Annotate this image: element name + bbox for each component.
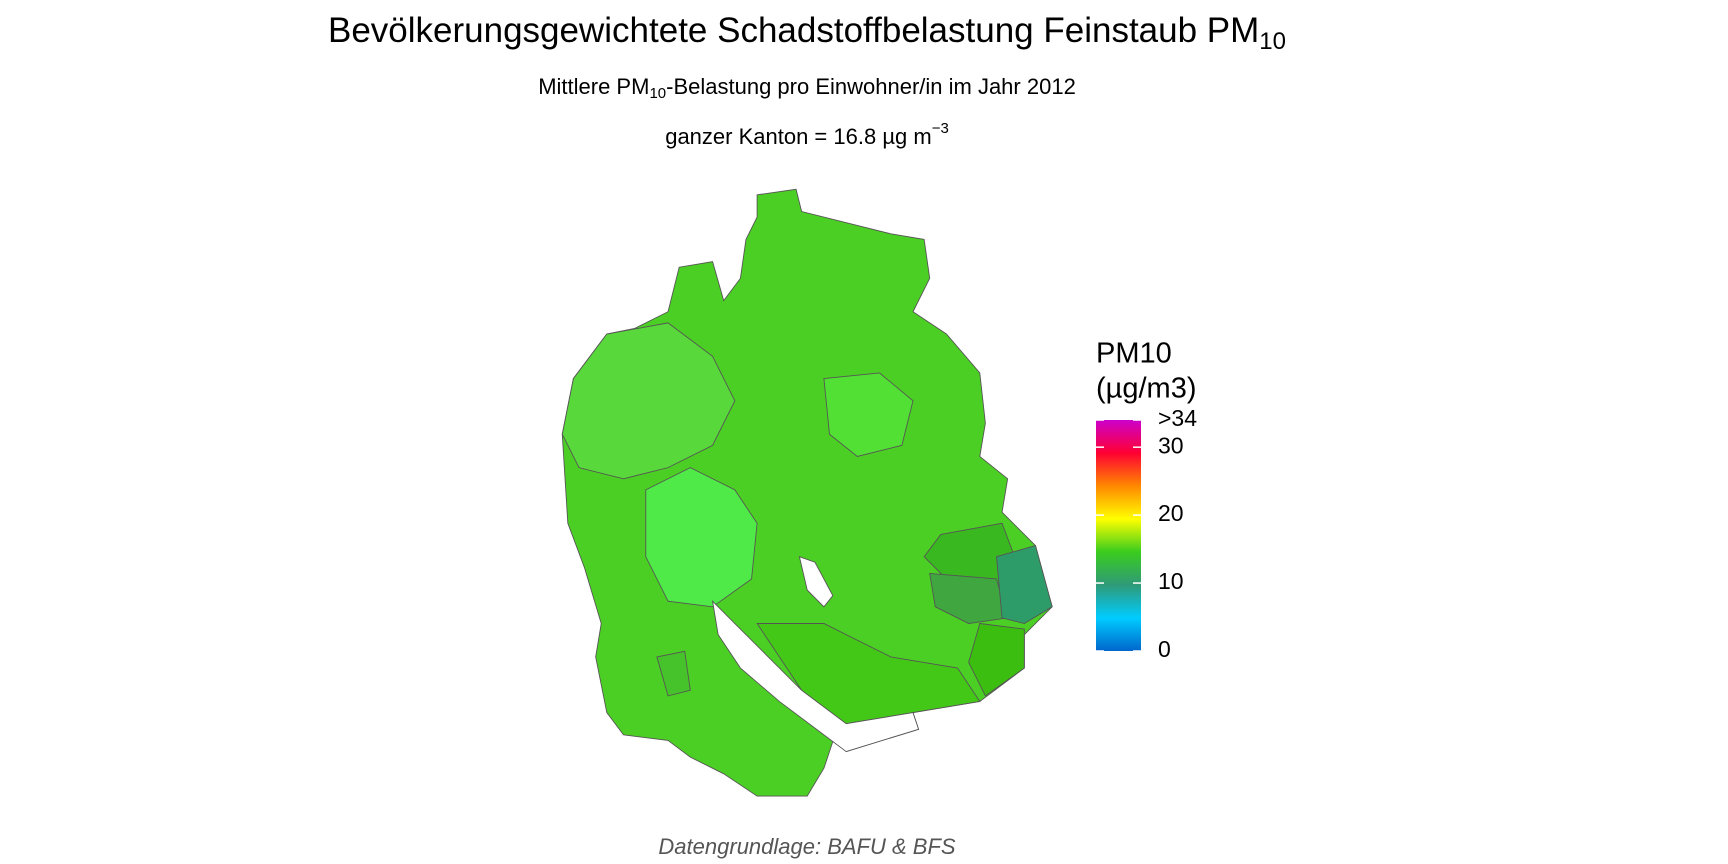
subtitle: Mittlere PM10-Belastung pro Einwohner/in… [538,74,1076,102]
legend-title: (µg/m3) [1096,373,1197,405]
subtitle-before: Mittlere PM [538,74,649,99]
canton-unit: µg m [876,124,931,149]
region-east-2 [929,572,1009,624]
colorbar-tick-label: >34 [1158,405,1197,431]
region-east-3 [996,545,1053,624]
subtitle-sub: 10 [649,85,666,102]
region-north-east [823,372,914,457]
colorbar-tick-label: 0 [1158,636,1171,662]
region-center [645,467,758,608]
lake-zurich [711,599,920,753]
title: Bevölkerungsgewichtete Schadstoffbelastu… [328,11,1286,55]
source: Datengrundlage: BAFU & BFS [658,834,955,859]
colorbar-tick-label: 30 [1158,432,1184,458]
lake-greifensee [798,556,834,608]
colorbar-tick-label: 20 [1158,500,1184,526]
colorbar [1096,420,1141,651]
legend-title: PM10 [1096,338,1172,370]
canton-label: ganzer Kanton = [665,124,833,149]
title-sub: 10 [1259,28,1286,55]
canton-line: ganzer Kanton = 16.8 µg m−3 [665,120,949,149]
region-west [561,322,736,480]
colorbar-tick-label: 10 [1158,568,1184,594]
subtitle-after: -Belastung pro Einwohner/in im Jahr 2012 [666,74,1076,99]
canton-sup: −3 [932,120,949,137]
title-main: Bevölkerungsgewichtete Schadstoffbelastu… [328,11,1259,50]
canton-value: 16.8 [833,124,876,149]
region-east-4 [968,623,1025,697]
canton-map [561,188,1053,797]
region-south-west [656,650,691,697]
